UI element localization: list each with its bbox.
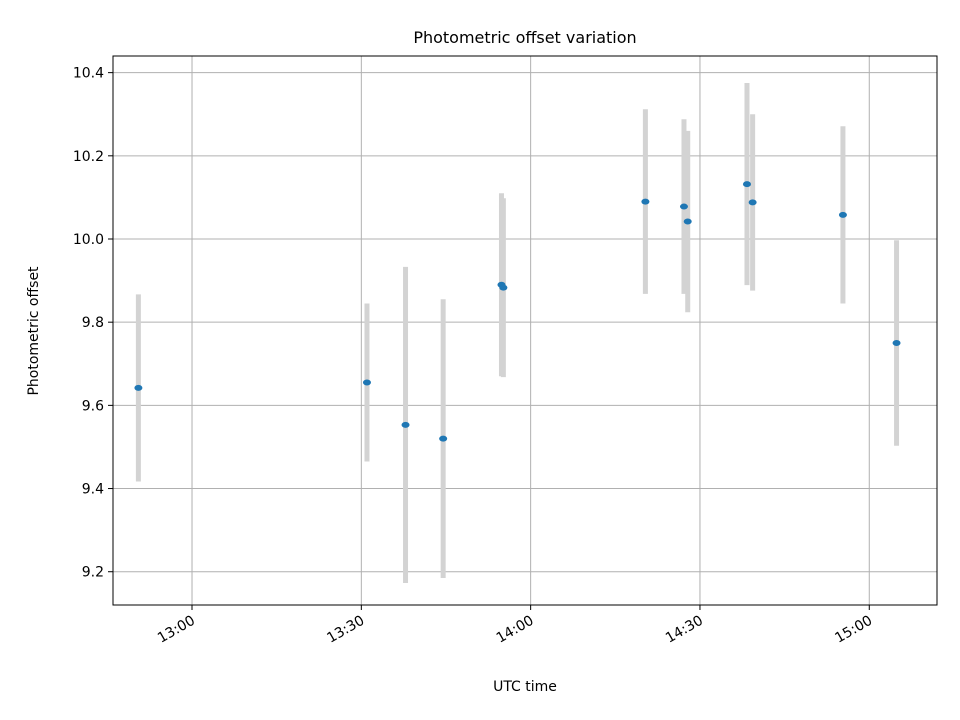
plot-frame [112, 55, 938, 606]
x-tick-label: 15:00 [832, 613, 875, 647]
y-axis-label: Photometric offset [26, 266, 42, 396]
data-point [401, 421, 410, 428]
y-tick-label: 10.4 [73, 66, 104, 82]
y-tick-label: 9.8 [82, 315, 104, 331]
errorbars [135, 83, 900, 583]
data-point [748, 199, 757, 206]
data-point [362, 379, 371, 386]
data-point [838, 211, 847, 218]
data-point [742, 181, 751, 188]
grid [113, 56, 937, 605]
data-point [134, 384, 143, 391]
x-tick-label: 14:00 [494, 613, 537, 647]
data-point [892, 339, 901, 346]
y-tick-label: 9.6 [82, 398, 104, 414]
data-point [683, 218, 692, 225]
x-axis-label: UTC time [493, 679, 557, 695]
y-tick-label: 9.2 [82, 565, 104, 581]
x-tick-label: 13:30 [324, 613, 367, 647]
data-points [134, 181, 901, 442]
chart-title: Photometric offset variation [413, 28, 636, 47]
y-tick-label: 9.4 [82, 482, 104, 498]
data-point [641, 198, 650, 205]
x-tick-label: 13:00 [155, 613, 198, 647]
y-tick-label: 10.0 [73, 232, 104, 248]
x-tick-label: 14:30 [663, 613, 706, 647]
y-tick-label: 10.2 [73, 149, 104, 165]
data-point [499, 284, 508, 291]
y-axis: 9.2 9.4 9.6 9.8 10.0 10.2 10.4 [73, 66, 113, 581]
x-axis: 13:00 13:30 14:00 14:30 15:00 [155, 605, 875, 647]
data-point [439, 435, 448, 442]
data-point [679, 203, 688, 210]
